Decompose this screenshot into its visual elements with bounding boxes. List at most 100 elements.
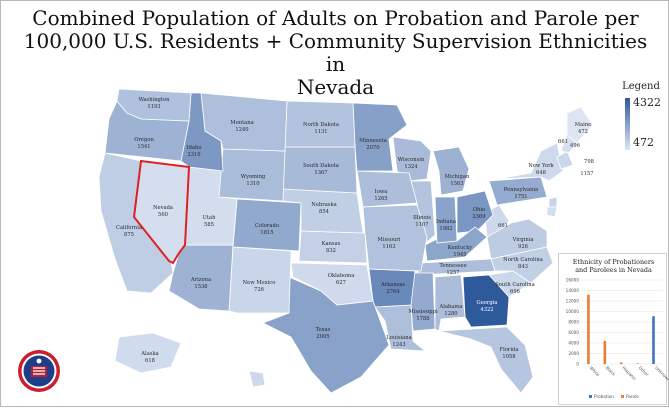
state-in xyxy=(434,196,458,244)
state-label-ca-name: California xyxy=(116,225,142,231)
state-label-pa-value: 1751 xyxy=(514,194,527,200)
northeast-value-label: 798 xyxy=(584,159,594,165)
inset-x-tick: Hispanic xyxy=(621,365,638,382)
state-label-mi-value: 1563 xyxy=(450,181,463,187)
state-label-al-name: Alabama xyxy=(439,304,463,310)
new-hampshire-vermont-shape xyxy=(560,134,578,154)
inset-bar-parole-white xyxy=(587,294,590,364)
state-label-nv-value: 560 xyxy=(158,212,168,218)
inset-x-tick: Black xyxy=(605,365,617,377)
state-al xyxy=(434,274,466,332)
state-label-ak-value: 618 xyxy=(145,358,155,364)
state-wi xyxy=(392,136,432,182)
state-label-ky-name: Kentucky xyxy=(448,245,473,251)
state-label-il-name: Illinois xyxy=(413,215,431,221)
title-line-1: Combined Population of Adults on Probati… xyxy=(32,6,639,30)
state-ms xyxy=(410,272,436,332)
inset-y-tick: 2000 xyxy=(568,351,579,356)
state-fl xyxy=(438,326,534,394)
state-label-pa-name: Pennsylvania xyxy=(504,187,538,193)
state-ks xyxy=(298,230,368,264)
inset-x-tick: Other xyxy=(638,365,650,377)
state-label-fl-value: 1058 xyxy=(502,354,515,360)
inset-bar-parole-black xyxy=(603,340,607,364)
state-label-ne-name: Nebraska xyxy=(311,202,336,208)
state-label-ar-value: 2764 xyxy=(386,289,400,295)
inset-title-line-1: Ethnicity of Probationers xyxy=(572,258,655,266)
state-label-va-name: Virginia xyxy=(512,237,534,243)
inset-chart-title: Ethnicity of Probationers and Parolees i… xyxy=(561,258,666,274)
state-nv xyxy=(132,159,191,265)
inset-y-tick: 12000 xyxy=(566,298,580,303)
state-label-ia-name: Iowa xyxy=(375,189,388,195)
inset-legend-swatch-probation xyxy=(589,395,592,398)
inset-legend-label-probation: Probation xyxy=(594,394,614,399)
state-ak xyxy=(114,332,182,374)
northeast-value-label: 1157 xyxy=(580,171,593,177)
legend-min-value: 472 xyxy=(633,136,654,149)
state-label-wy-name: Wyoming xyxy=(241,174,266,180)
state-label-mn-name: Minnesota xyxy=(359,138,387,144)
state-label-me-name: Maine xyxy=(575,122,591,128)
state-label-fl-name: Florida xyxy=(500,347,519,353)
inset-y-tick: 16000 xyxy=(566,277,580,282)
state-label-tn-value: 1257 xyxy=(446,270,459,276)
state-label-ms-name: Mississippi xyxy=(408,309,438,315)
state-label-oh-name: Ohio xyxy=(473,207,485,213)
inset-x-tick: Unknown xyxy=(654,365,668,383)
state-label-mo-value: 1163 xyxy=(382,244,395,250)
state-label-ak-name: Alaska xyxy=(140,351,158,357)
inset-bar-parole-hispanic xyxy=(619,362,623,364)
state-label-ks-name: Kansas xyxy=(322,241,341,247)
state-ok xyxy=(290,262,374,306)
state-label-ga-name: Georgia xyxy=(477,300,498,306)
state-label-ok-value: 627 xyxy=(336,280,346,286)
state-label-nm-value: 726 xyxy=(254,287,264,293)
nevada-balloon-party-logo xyxy=(18,350,60,392)
state-label-wi-value: 1324 xyxy=(404,164,418,170)
state-label-nd-name: North Dakota xyxy=(303,122,339,128)
state-label-nc-name: North Carolina xyxy=(503,257,543,263)
state-label-il-value: 1107 xyxy=(415,222,428,228)
state-label-al-value: 1280 xyxy=(444,311,457,317)
state-label-ms-value: 1788 xyxy=(416,316,429,322)
state-label-id-name: Idaho xyxy=(187,145,202,151)
state-label-co-value: 1815 xyxy=(260,230,273,236)
state-ny xyxy=(496,142,564,182)
state-ar xyxy=(368,268,416,308)
inset-legend-swatch-parole xyxy=(621,395,624,398)
state-label-ne-value: 854 xyxy=(319,209,330,215)
map-title: Combined Population of Adults on Probati… xyxy=(21,7,650,99)
state-label-ut-value: 585 xyxy=(204,222,214,228)
state-label-ny-value: 648 xyxy=(536,170,546,176)
state-label-ca-value: 875 xyxy=(124,232,134,238)
inset-bar-chart: 16000 14000 12000 10000 8000 6000 4000 2000 0 Whi… xyxy=(566,277,668,399)
state-label-ny-name: New York xyxy=(528,163,554,169)
legend-gradient-bar xyxy=(625,98,630,150)
state-hi xyxy=(248,370,266,388)
state-label-tn-name: Tennessee xyxy=(439,263,466,269)
inset-y-tick: 8000 xyxy=(568,319,579,324)
delaware-maryland-shape xyxy=(546,206,558,218)
state-label-az-value: 1538 xyxy=(194,284,207,290)
state-label-wi-name: Wisconsin xyxy=(398,157,425,163)
state-label-wv-value: 661 xyxy=(498,223,508,229)
state-label-in-value: 1982 xyxy=(439,226,452,232)
state-label-in-name: Indiana xyxy=(436,219,456,225)
state-wa xyxy=(116,88,192,122)
inset-y-tick: 10000 xyxy=(566,309,580,314)
ethnicity-inset-chart: Ethnicity of Probationers and Parolees i… xyxy=(558,253,668,405)
state-label-tx-name: Texas xyxy=(316,327,331,333)
state-label-co-name: Colorado xyxy=(255,223,279,229)
new-jersey-shape xyxy=(548,196,558,208)
state-label-ga-value: 4322 xyxy=(480,307,493,313)
northeast-value-label: 496 xyxy=(570,143,580,149)
state-label-mn-value: 2070 xyxy=(366,145,379,151)
state-label-sd-value: 1367 xyxy=(314,170,327,176)
state-ia xyxy=(356,170,418,208)
state-label-az-name: Arizona xyxy=(190,277,211,283)
legend-title: Legend xyxy=(622,81,660,92)
